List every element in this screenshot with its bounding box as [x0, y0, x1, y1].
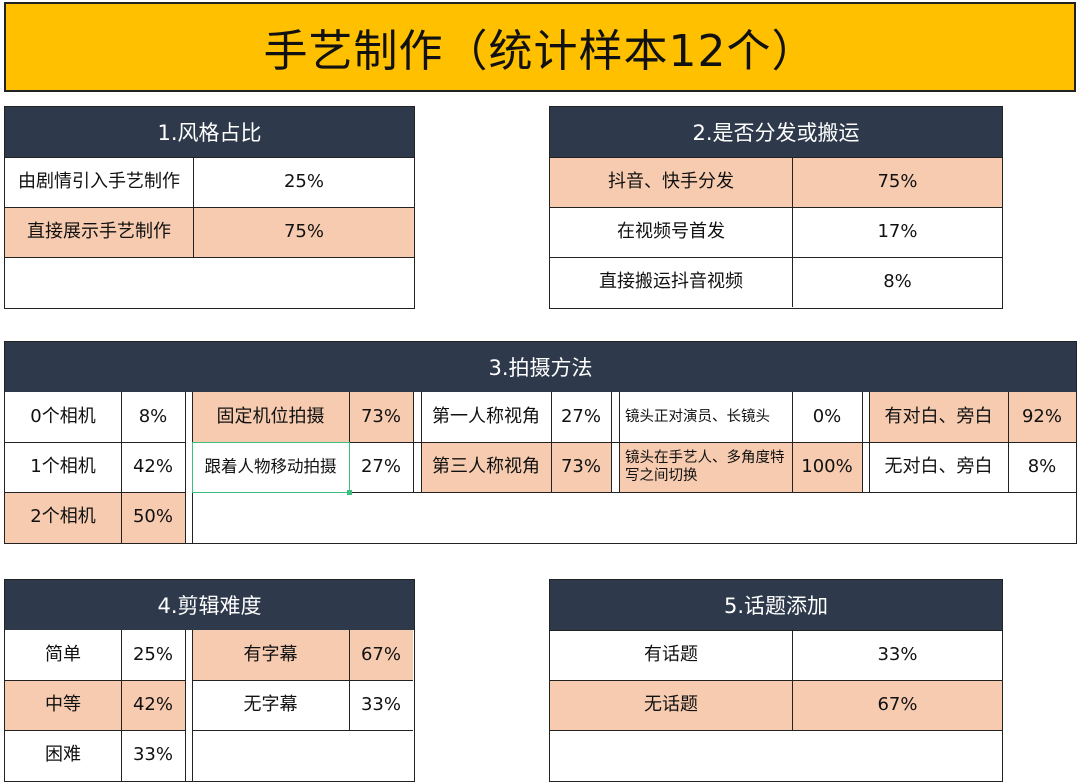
- table-row: 直接搬运抖音视频 8%: [550, 257, 1002, 307]
- grid-line: [5, 442, 185, 443]
- table-row: 直接展示手艺制作 75%: [5, 207, 414, 257]
- grid-line: [185, 630, 186, 781]
- row-label: 在视频号首发: [617, 221, 725, 243]
- table-row: 由剧情引入手艺制作 25%: [5, 157, 414, 207]
- panel-header: 2.是否分发或搬运: [550, 107, 1002, 157]
- panel-style-ratio: 1.风格占比 由剧情引入手艺制作 25% 直接展示手艺制作 75%: [4, 106, 415, 309]
- grid-line: [192, 680, 413, 681]
- camera-label: 0个相机: [30, 405, 96, 427]
- panel-distribution: 2.是否分发或搬运 抖音、快手分发 75% 在视频号首发 17% 直接搬运抖音视…: [549, 106, 1003, 309]
- row-label: 有话题: [644, 644, 698, 666]
- grid-line: [192, 492, 1076, 493]
- grid-line: [192, 630, 193, 781]
- grid-line: [121, 392, 122, 543]
- table-row: 在视频号首发 17%: [550, 207, 1002, 257]
- lens-value: 0%: [812, 405, 842, 427]
- camera-value: 42%: [132, 455, 173, 477]
- grid-line: [5, 680, 185, 681]
- grid-line: [185, 392, 186, 543]
- row-value: 33%: [792, 631, 1002, 680]
- row-label: 由剧情引入手艺制作: [18, 171, 180, 193]
- subtitle-label: 无字幕: [243, 693, 298, 715]
- grid-line: [5, 492, 185, 493]
- grid-line: [551, 392, 552, 492]
- table-row: 无话题 67%: [550, 680, 1002, 730]
- selected-cell-outline[interactable]: [192, 442, 350, 493]
- dialogue-label: 有对白、旁白: [869, 392, 1008, 442]
- selection-handle[interactable]: [347, 490, 352, 495]
- row-value: 75%: [193, 208, 414, 257]
- panel-editing-difficulty: 4.剪辑难度 简单 25% 中等 42% 困难 33% 有字幕 67% 无字幕 …: [4, 579, 415, 782]
- shooting-value: 73%: [349, 392, 413, 442]
- camera-label: 1个相机: [30, 455, 96, 477]
- grid-line: [869, 392, 870, 492]
- dialogue-value: 92%: [1008, 392, 1076, 442]
- grid-line: [349, 630, 350, 730]
- grid-line: [413, 392, 414, 492]
- row-value: 17%: [792, 208, 1002, 257]
- grid-line: [5, 730, 185, 731]
- grid-line: [192, 442, 1076, 443]
- panel-header: 3.拍摄方法: [5, 342, 1076, 392]
- view-value: 73%: [551, 442, 611, 492]
- panel-topic-tags: 5.话题添加 有话题 33% 无话题 67%: [549, 579, 1003, 782]
- difficulty-label: 简单: [45, 643, 81, 665]
- table-row-empty: [550, 730, 1002, 780]
- grid-line: [121, 630, 122, 781]
- row-value: 25%: [193, 158, 414, 207]
- lens-label: 镜头在手艺人、多角度特写之间切换: [619, 442, 792, 492]
- difficulty-value: 42%: [121, 680, 185, 730]
- dialogue-value: 8%: [1027, 455, 1057, 477]
- row-label: 无话题: [644, 694, 698, 716]
- row-label: 直接展示手艺制作: [27, 221, 171, 243]
- difficulty-label: 困难: [45, 744, 81, 766]
- subtitle-label: 有字幕: [192, 630, 349, 680]
- grid-line: [862, 392, 863, 492]
- subtitle-value: 67%: [349, 630, 413, 680]
- grid-line: [192, 730, 413, 731]
- shooting-label: 固定机位拍摄: [192, 392, 349, 442]
- camera-value: 50%: [121, 492, 185, 543]
- grid-line: [611, 392, 612, 492]
- table-row: 抖音、快手分发 75%: [550, 157, 1002, 207]
- row-value: 75%: [792, 158, 1002, 207]
- table-row: 有话题 33%: [550, 630, 1002, 680]
- difficulty-value: 33%: [132, 744, 173, 766]
- panel-header: 4.剪辑难度: [5, 580, 414, 630]
- row-value: 67%: [792, 681, 1002, 730]
- view-label: 第三人称视角: [421, 442, 551, 492]
- row-label: 抖音、快手分发: [608, 171, 734, 193]
- shooting-label: 跟着人物移动拍摄: [204, 456, 337, 476]
- subtitle-value: 33%: [360, 693, 401, 715]
- page-title: 手艺制作（统计样本12个）: [4, 2, 1076, 92]
- panel-shooting-method: 3.拍摄方法 0个相机 8% 1个相机 42% 2个相机 50% 固定机位拍摄 …: [4, 341, 1077, 544]
- lens-value: 100%: [792, 442, 862, 492]
- camera-label: 2个相机: [5, 492, 121, 543]
- difficulty-label: 中等: [5, 680, 121, 730]
- lens-label: 镜头正对演员、长镜头: [625, 408, 770, 425]
- table-row-empty: [5, 257, 414, 307]
- shooting-value: 27%: [360, 455, 401, 477]
- panel-header: 5.话题添加: [550, 580, 1002, 630]
- grid-line: [619, 392, 620, 492]
- camera-value: 8%: [138, 405, 168, 427]
- row-label: 直接搬运抖音视频: [599, 271, 743, 293]
- grid-line: [421, 392, 422, 492]
- view-value: 27%: [560, 405, 601, 427]
- difficulty-value: 25%: [132, 643, 173, 665]
- dialogue-label: 无对白、旁白: [884, 455, 993, 477]
- view-label: 第一人称视角: [432, 405, 540, 427]
- grid-line: [1008, 392, 1009, 492]
- row-value: 8%: [792, 258, 1002, 307]
- panel-header: 1.风格占比: [5, 107, 414, 157]
- grid-line: [792, 392, 793, 492]
